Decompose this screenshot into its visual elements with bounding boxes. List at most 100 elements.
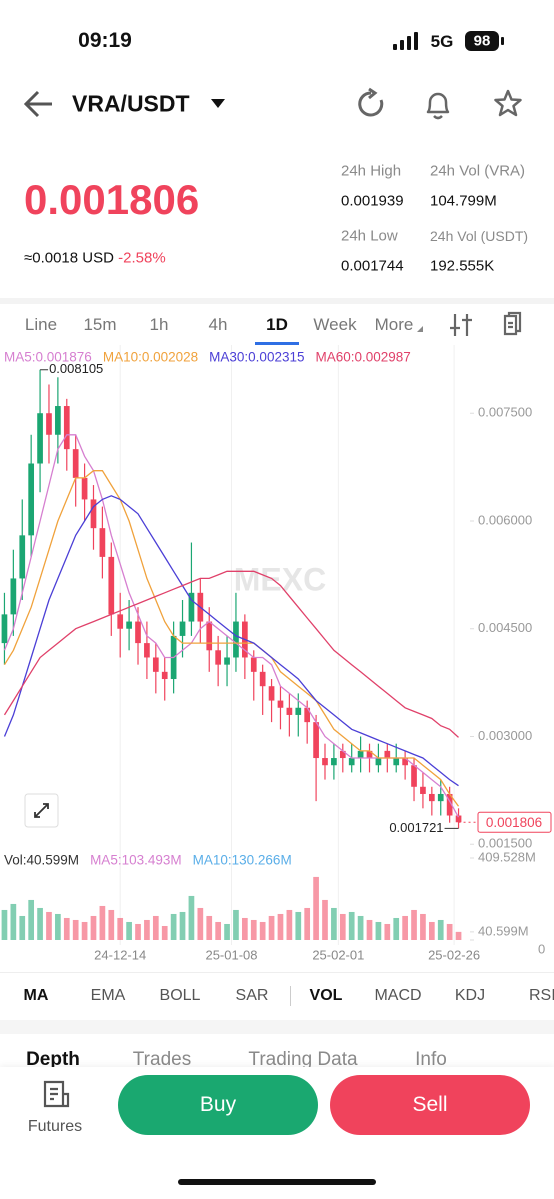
- detail-tab[interactable]: Depth: [26, 1049, 80, 1070]
- volume-bar: [402, 915, 408, 940]
- layout-icon[interactable]: [503, 311, 522, 336]
- indicator-tab[interactable]: VOL: [309, 987, 343, 1004]
- candle-body: [108, 556, 115, 615]
- volume-bar: [233, 909, 239, 940]
- volume-bar: [55, 913, 61, 940]
- volume-bar: [197, 907, 204, 940]
- volume-bar: [1, 909, 8, 940]
- sell-button[interactable]: [330, 1075, 530, 1135]
- active-underline: [255, 342, 299, 345]
- volume-bar: [10, 903, 17, 940]
- candle-body: [206, 621, 213, 651]
- candle-body: [19, 535, 26, 579]
- favorite-icon[interactable]: [494, 89, 522, 117]
- home-indicator: [178, 1179, 376, 1185]
- candle-body: [437, 793, 444, 802]
- volume-bar: [295, 911, 302, 940]
- stat-label: 24h Vol (USDT): [430, 228, 529, 244]
- futures-link[interactable]: Futures: [27, 1118, 83, 1135]
- candle-body: [161, 671, 168, 680]
- interval-tab[interactable]: 1h: [149, 315, 169, 334]
- header-icons: [23, 87, 522, 120]
- status-icons: [393, 31, 504, 51]
- volume-bar: [144, 919, 150, 940]
- candle-body: [1, 614, 8, 644]
- candle-body: [250, 657, 257, 672]
- back-button[interactable]: [23, 90, 52, 118]
- x-tick-label: 25-02-01: [312, 947, 364, 962]
- legend-label: MA5:103.493M: [90, 853, 182, 868]
- candle-body: [455, 815, 462, 823]
- volume-bar: [446, 923, 453, 940]
- detail-tab[interactable]: Info: [415, 1049, 447, 1070]
- volume-bar: [46, 911, 52, 940]
- candle-body: [144, 643, 150, 658]
- candle-body: [268, 686, 275, 701]
- candle-body: [259, 671, 266, 687]
- interval-tab[interactable]: 15m: [83, 315, 117, 334]
- toolbar-icons: [417, 311, 522, 336]
- volume-bar: [224, 923, 230, 940]
- candle-body: [357, 750, 364, 759]
- volume-bar: [393, 917, 400, 940]
- volume-bar: [286, 909, 293, 940]
- indicator-tab[interactable]: RSI: [529, 987, 554, 1004]
- interval-tab[interactable]: More: [374, 315, 414, 334]
- volume-bar: [90, 915, 97, 940]
- divider: [0, 1020, 554, 1034]
- pair-dropdown[interactable]: [211, 99, 225, 108]
- candle-body: [393, 758, 400, 766]
- ma-line: [3, 470, 460, 807]
- indicator-tab[interactable]: MACD: [374, 987, 422, 1004]
- clock: 09:19: [78, 29, 132, 52]
- stat-value: 104.799M: [430, 192, 497, 210]
- volume-bar: [72, 919, 79, 940]
- candle-body: [402, 758, 408, 766]
- sell-label: Sell: [412, 1093, 448, 1116]
- indicator-tab[interactable]: KDJ: [454, 987, 486, 1004]
- interval-tab[interactable]: 1D: [266, 315, 288, 334]
- x-tick-label: 25-02-26: [428, 947, 480, 962]
- candle-body: [46, 413, 52, 435]
- interval-tab[interactable]: 4h: [208, 315, 228, 334]
- refresh-icon[interactable]: [358, 87, 384, 117]
- volume-bar: [339, 913, 346, 940]
- candle-body: [135, 621, 141, 644]
- volume-bar: [331, 907, 337, 940]
- volume-bar: [455, 931, 462, 940]
- volume-bar: [411, 909, 417, 940]
- watermark: MEXC: [234, 561, 326, 597]
- settings-icon[interactable]: [450, 314, 472, 336]
- volume-bar: [304, 907, 311, 940]
- volume-bar: [206, 915, 213, 940]
- stat-label: 24h Vol (VRA): [430, 162, 526, 180]
- last-price: 0.001806: [24, 176, 200, 223]
- volume-bar: [161, 925, 168, 940]
- volume-bar: [250, 919, 257, 940]
- buy-button[interactable]: [118, 1075, 318, 1135]
- volume-bar: [135, 923, 141, 940]
- candle-body: [366, 750, 373, 759]
- buy-label: Buy: [199, 1093, 237, 1116]
- legend-label: MA60:0.002987: [315, 350, 410, 365]
- volume-bar: [313, 876, 319, 940]
- candle-body: [277, 700, 284, 708]
- interval-tab[interactable]: Week: [313, 315, 357, 334]
- indicator-tab[interactable]: EMA: [90, 987, 126, 1004]
- ma-line: [3, 570, 459, 738]
- candle-body: [90, 499, 97, 529]
- detail-tab[interactable]: Trading Data: [248, 1049, 358, 1070]
- y-tick-label: 0.007500: [478, 405, 532, 420]
- volume-bar: [81, 921, 88, 940]
- detail-tab[interactable]: Trades: [132, 1049, 192, 1070]
- y-tick-label: 0.003000: [478, 728, 532, 743]
- volume-title: Vol:40.599M: [4, 853, 79, 868]
- indicator-tab[interactable]: BOLL: [159, 987, 201, 1004]
- indicator-tab[interactable]: SAR: [235, 987, 269, 1004]
- interval-tab[interactable]: Line: [24, 315, 58, 334]
- volume-bar: [366, 919, 373, 940]
- alert-icon[interactable]: [426, 92, 450, 120]
- indicator-tab[interactable]: MA: [23, 987, 49, 1004]
- pair-title: VRA/USDT: [72, 90, 190, 117]
- stat-value: 0.001744: [341, 257, 404, 275]
